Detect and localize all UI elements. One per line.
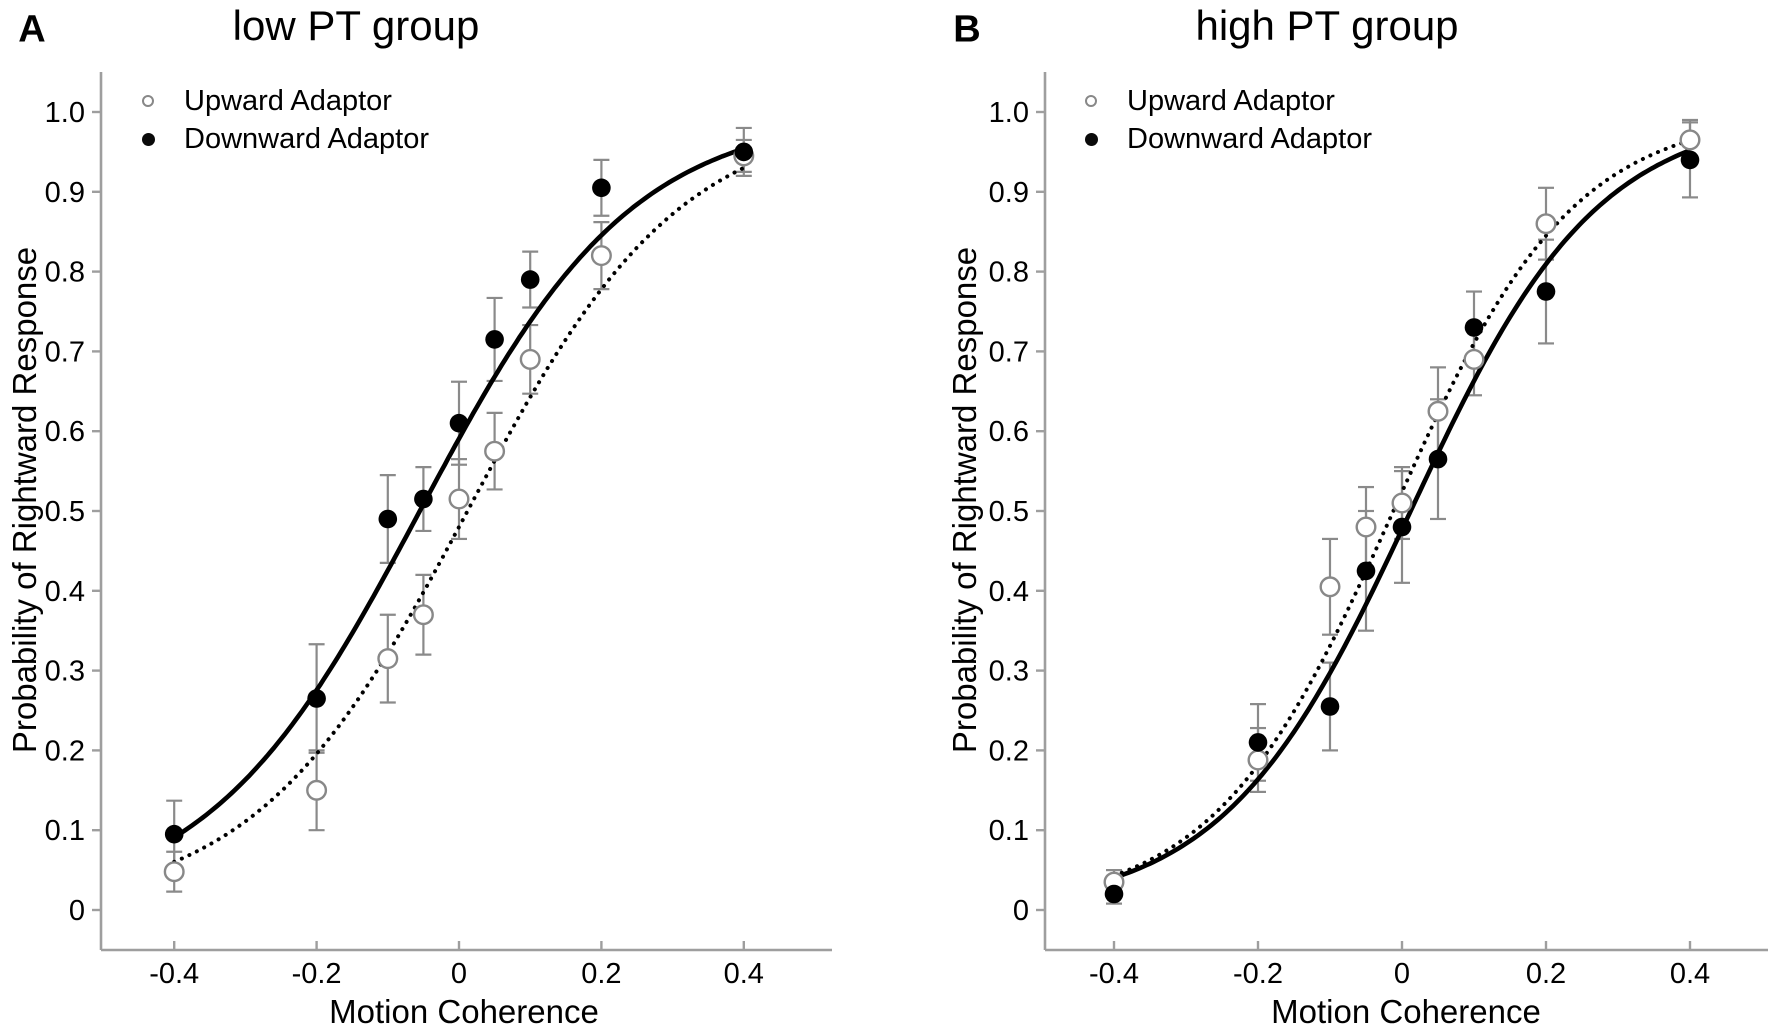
y-tick-label: 0.5 [989,496,1029,528]
legend-item-downward: Downward Adaptor [1085,120,1372,158]
data-point-open [412,604,434,626]
data-point-filled [520,270,540,289]
data-point-open [590,245,612,267]
data-point-filled [1536,282,1556,301]
data-point-filled [164,824,184,844]
data-point-filled [1248,733,1268,752]
data-point-filled [414,489,433,509]
y-tick-label: 0.3 [989,656,1029,688]
data-point-filled [734,142,754,162]
y-tick-label: 0.6 [45,416,85,448]
data-point-open [1535,213,1557,235]
data-point-open [1319,576,1341,598]
panel-letter-b: B [953,8,981,51]
data-point-open [377,648,399,670]
x-tick-label: 0.4 [724,958,764,990]
y-tick-label: 0 [69,895,85,927]
legend-label: Downward Adaptor [184,122,430,155]
legend-b: Upward Adaptor Downward Adaptor [1085,82,1372,158]
y-tick-label: 0.2 [45,735,85,767]
legend-a: Upward Adaptor Downward Adaptor [142,82,429,158]
y-tick-label: 0.9 [989,177,1029,209]
data-point-filled [1464,318,1484,337]
data-point-open [519,348,541,370]
data-point-filled [307,689,326,708]
y-tick-label: 0.9 [45,177,85,209]
x-axis-label-a: Motion Coherence [329,993,599,1030]
data-point-open [1247,749,1269,771]
panel-letter-a: A [18,8,46,51]
fit-curve-solid [173,146,745,840]
legend-item-downward: Downward Adaptor [142,120,429,158]
y-axis-label-a: Probability of Rightward Response [6,246,43,754]
x-tick-label: 0 [1394,958,1410,990]
data-point-filled [449,413,469,433]
y-tick-label: 0.3 [45,656,85,688]
x-tick-label: -0.2 [1233,958,1283,990]
data-point-filled [1680,150,1700,170]
y-tick-label: 0.7 [989,336,1029,368]
data-point-filled [1392,517,1412,537]
open-circle-icon [142,95,154,107]
data-point-filled [1428,449,1448,469]
data-point-filled [378,509,398,529]
y-tick-label: 0.1 [45,815,85,847]
open-circle-icon [1085,95,1097,107]
y-tick-label: 0.5 [45,496,85,528]
data-point-open [448,488,470,510]
fit-curve-dotted [172,165,746,864]
data-point-open [1355,516,1377,538]
y-tick-label: 0.4 [45,576,85,608]
filled-circle-icon [142,132,155,146]
y-tick-label: 0.4 [989,576,1029,608]
legend-label: Upward Adaptor [184,84,392,117]
data-point-open [163,861,185,883]
data-point-filled [1104,884,1124,904]
data-point-open [484,440,506,462]
legend-label: Downward Adaptor [1127,122,1373,155]
legend-label: Upward Adaptor [1127,84,1335,117]
data-point-filled [1320,697,1340,716]
data-point-filled [592,178,611,198]
y-tick-label: 1.0 [989,97,1029,129]
x-tick-label: 0.2 [581,958,621,990]
legend-item-upward: Upward Adaptor [1085,82,1372,120]
data-point-open [306,779,328,801]
y-tick-label: 0.1 [989,815,1029,847]
data-point-open [1427,400,1449,422]
y-tick-label: 0.7 [45,336,85,368]
panel-a: -0.4 -0.2 0 0.2 0.4 0 0.1 0.2 0.3 0.4 0.5 0.6 0.7 0.8… [45,72,832,990]
data-point-filled [485,330,504,349]
y-axis-label-b: Probability of Rightward Response [946,246,983,754]
data-point-filled [1356,561,1376,581]
y-tick-label: 0.2 [989,735,1029,767]
panel-title-a: low PT group [232,2,480,49]
data-point-open [1463,348,1485,370]
x-tick-label: 0.2 [1526,958,1566,990]
x-tick-label: -0.2 [292,958,342,990]
legend-item-upward: Upward Adaptor [142,82,429,120]
panel-b: -0.4 -0.2 0 0.2 0.4 0 0.1 0.2 0.3 0.4 0.5 0.6 0.7 0.8… [989,72,1768,990]
x-axis-label-b: Motion Coherence [1271,993,1541,1030]
filled-circle-icon [1085,132,1098,146]
y-tick-label: 1.0 [45,97,85,129]
y-tick-label: 0.6 [989,416,1029,448]
y-tick-label: 0.8 [45,257,85,289]
x-tick-label: 0.4 [1670,958,1710,990]
data-point-open [1391,492,1413,514]
y-tick-label: 0 [1013,895,1029,927]
panel-title-b: high PT group [1195,2,1459,49]
data-point-open [1679,129,1701,151]
x-tick-label: 0 [451,958,467,990]
y-tick-label: 0.8 [989,257,1029,289]
fit-curve-dotted [1112,138,1692,878]
x-tick-label: -0.4 [149,958,199,990]
x-tick-label: -0.4 [1089,958,1139,990]
